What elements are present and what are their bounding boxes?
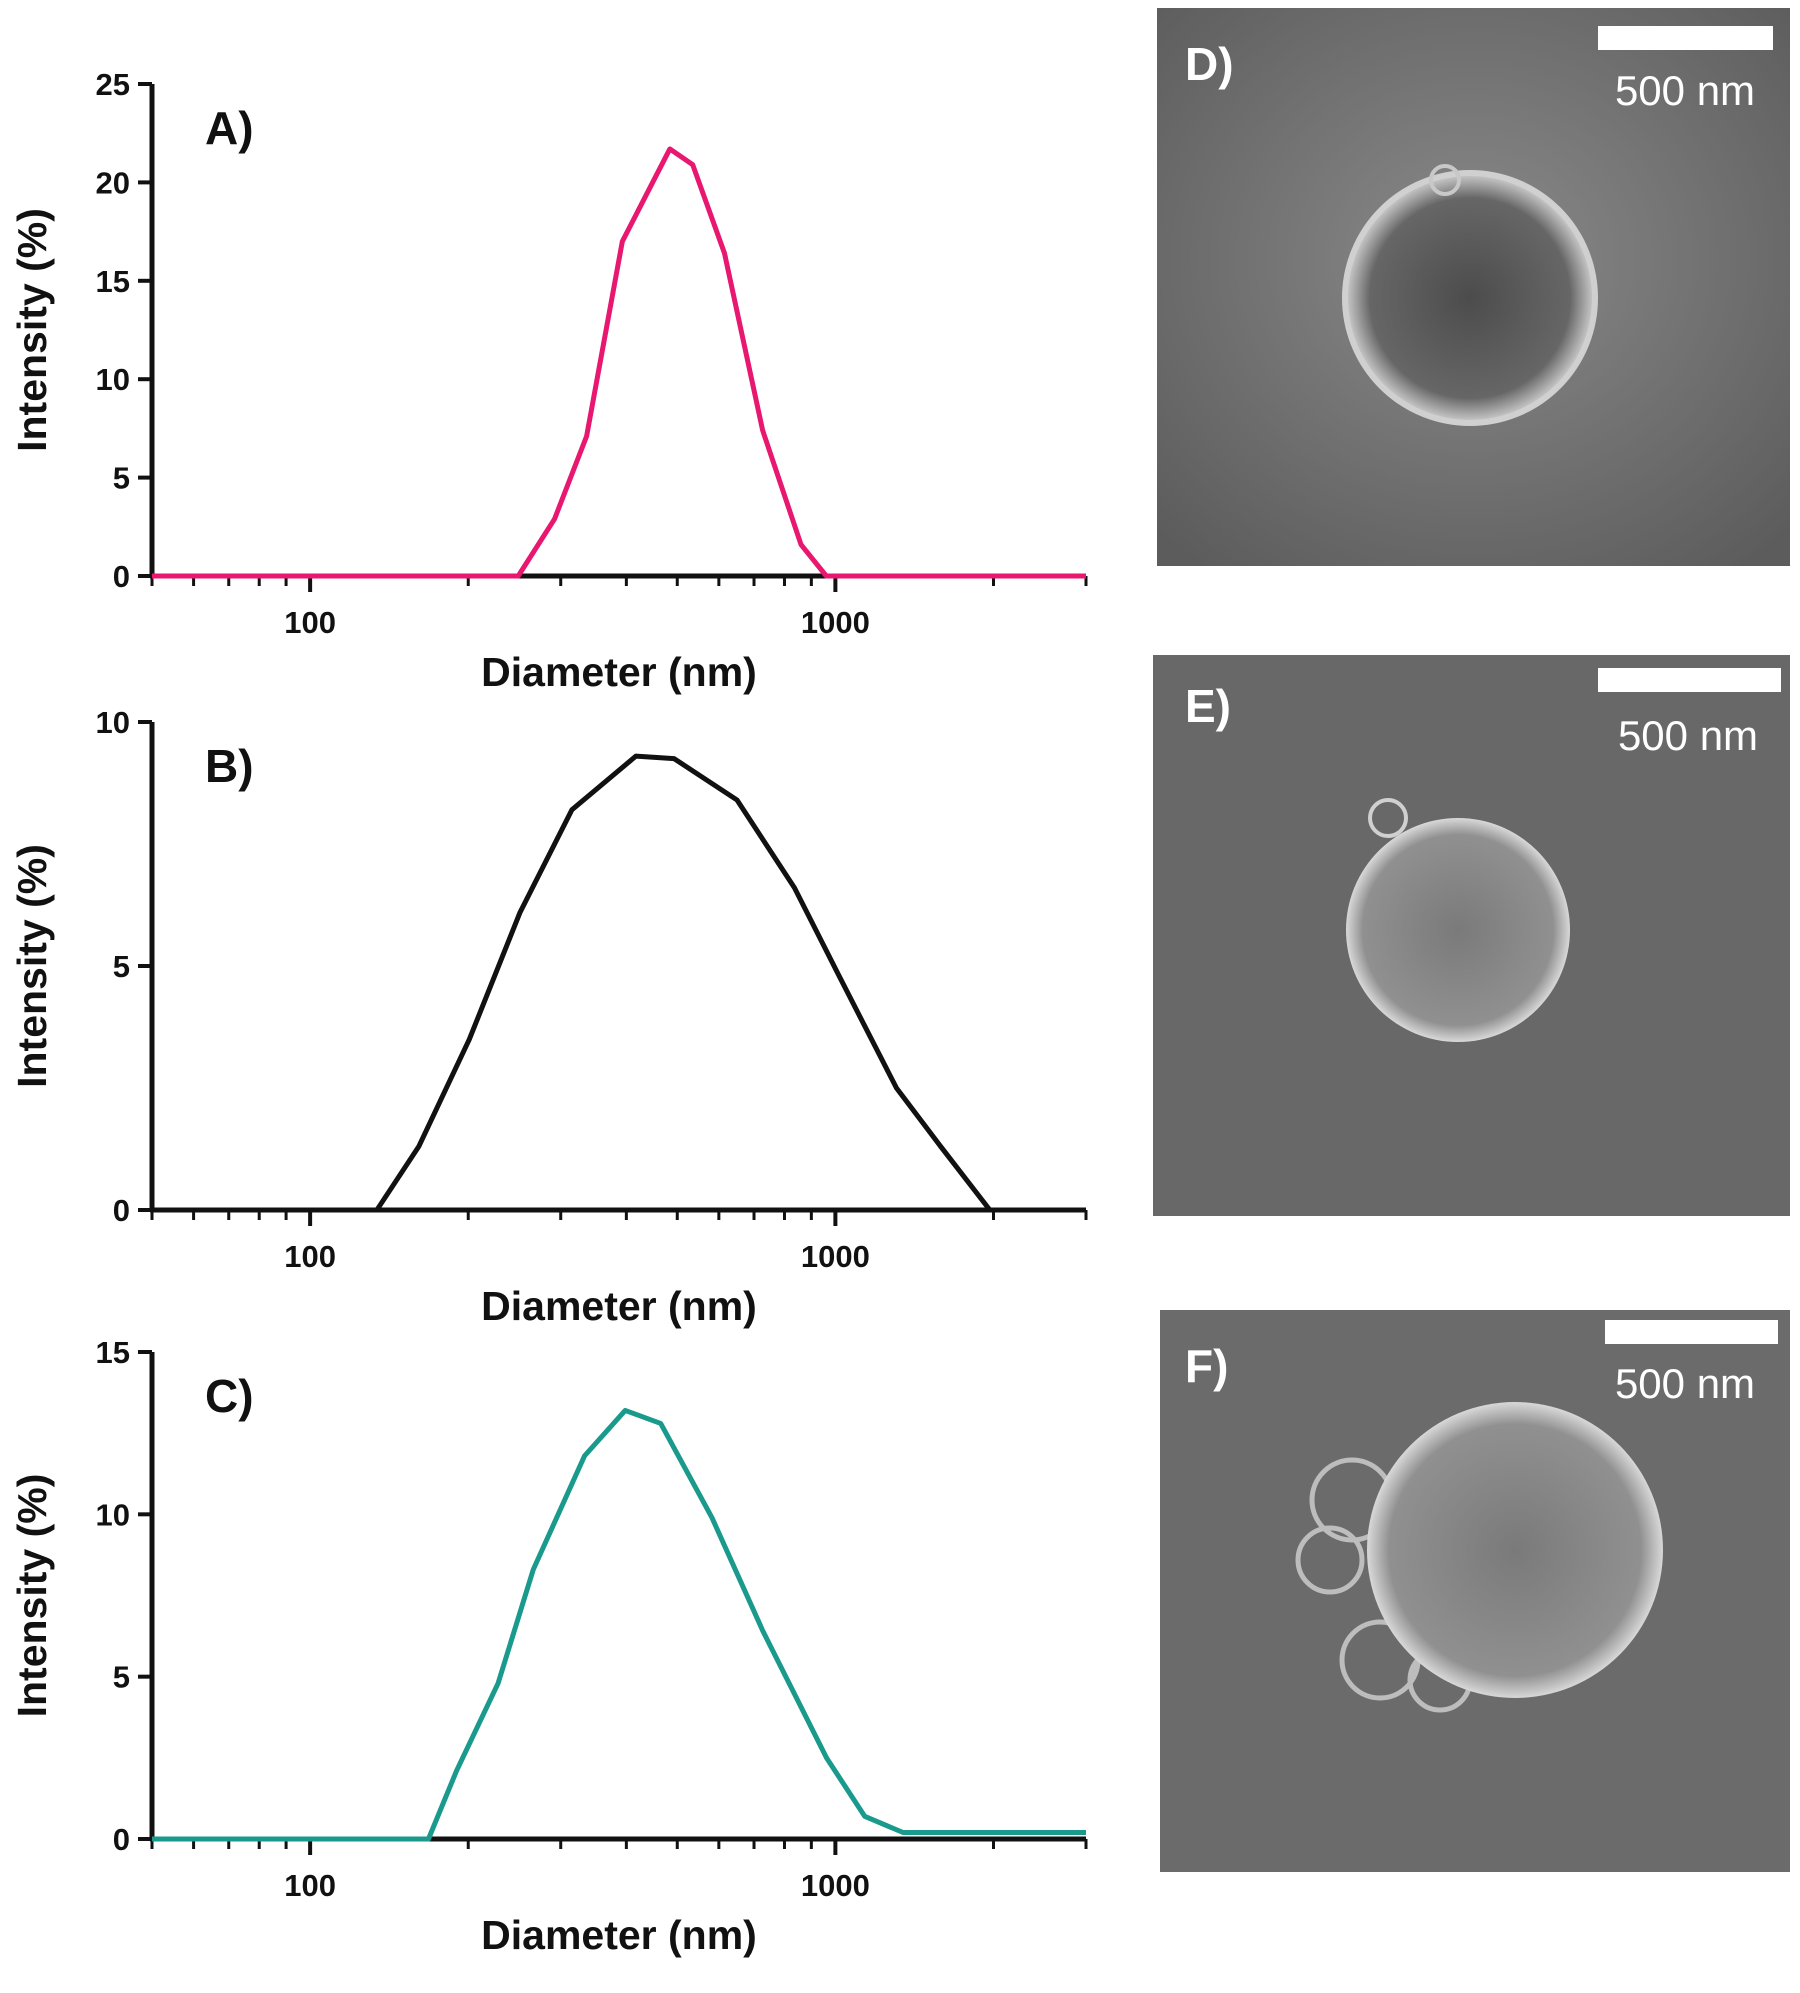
- y-tick-label: 0: [113, 1822, 130, 1857]
- y-tick-label: 10: [96, 705, 130, 740]
- y-tick-label: 15: [96, 264, 130, 299]
- sem-image-f: F) 500 nm: [1160, 1310, 1790, 1872]
- y-axis-label: Intensity (%): [9, 844, 55, 1088]
- x-axis-label: Diameter (nm): [481, 1283, 757, 1329]
- scale-bar-label: 500 nm: [1615, 1360, 1755, 1407]
- y-tick-label: 20: [96, 165, 130, 200]
- panel-label: D): [1185, 38, 1234, 90]
- y-tick-label: 25: [96, 67, 130, 102]
- y-tick-label: 5: [113, 1660, 130, 1695]
- scale-bar-label: 500 nm: [1615, 67, 1755, 114]
- y-axis-label: Intensity (%): [9, 208, 55, 452]
- x-axis-label: Diameter (nm): [481, 1912, 757, 1958]
- panel-label: B): [205, 740, 254, 792]
- panel-label: F): [1185, 1340, 1228, 1392]
- scale-bar-label: 500 nm: [1618, 712, 1758, 759]
- x-tick-label: 1000: [801, 605, 870, 640]
- y-tick-label: 15: [96, 1335, 130, 1370]
- sem-image-e: E) 500 nm: [1153, 655, 1790, 1216]
- y-tick-label: 10: [96, 362, 130, 397]
- data-line: [152, 753, 992, 1213]
- x-tick-label: 100: [284, 1868, 336, 1903]
- x-tick-label: 1000: [801, 1868, 870, 1903]
- panel-label: C): [205, 1370, 254, 1422]
- y-tick-label: 5: [113, 461, 130, 496]
- y-axis-label: Intensity (%): [9, 1474, 55, 1718]
- x-tick-label: 100: [284, 1239, 336, 1274]
- x-tick-label: 100: [284, 605, 336, 640]
- sem-image-d: D) 500 nm: [1157, 8, 1790, 566]
- y-tick-label: 5: [113, 949, 130, 984]
- y-tick-label: 0: [113, 559, 130, 594]
- data-line: [152, 146, 1086, 579]
- panel-label: A): [205, 102, 254, 154]
- x-axis-label: Diameter (nm): [481, 649, 757, 695]
- y-tick-label: 10: [96, 1497, 130, 1532]
- x-tick-label: 1000: [801, 1239, 870, 1274]
- data-line: [152, 1407, 1086, 1842]
- y-tick-label: 0: [113, 1193, 130, 1228]
- panel-label: E): [1185, 680, 1231, 732]
